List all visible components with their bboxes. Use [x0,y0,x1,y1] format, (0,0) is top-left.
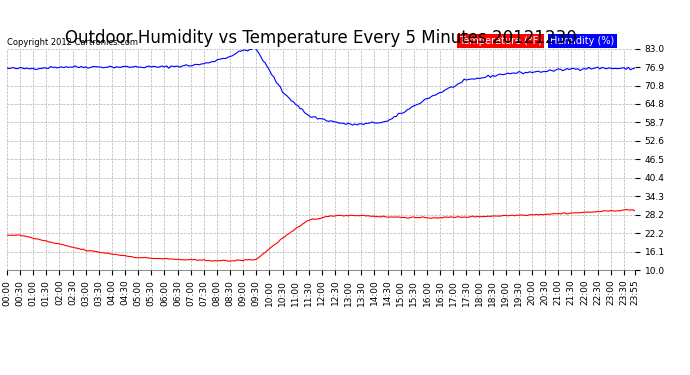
Text: Humidity (%): Humidity (%) [550,36,614,46]
Text: Temperature (°F): Temperature (°F) [459,36,542,46]
Text: Copyright 2012 Cartronics.com: Copyright 2012 Cartronics.com [7,38,138,46]
Title: Outdoor Humidity vs Temperature Every 5 Minutes 20121230: Outdoor Humidity vs Temperature Every 5 … [65,29,577,47]
